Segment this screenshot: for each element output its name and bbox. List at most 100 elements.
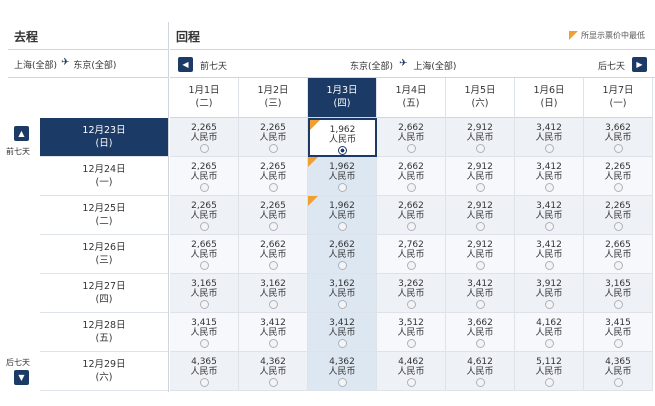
fare-radio[interactable] bbox=[406, 300, 416, 309]
fare-radio[interactable] bbox=[338, 146, 347, 155]
fare-radio[interactable] bbox=[544, 261, 554, 270]
return-day-header[interactable]: 1月6日 (日) bbox=[515, 78, 584, 118]
fare-cell[interactable]: 1,962 人民币 bbox=[308, 118, 377, 157]
outbound-prev-label[interactable]: 前七天 bbox=[6, 147, 30, 156]
fare-radio[interactable] bbox=[199, 378, 209, 387]
fare-cell[interactable]: 3,412 人民币 bbox=[515, 157, 584, 196]
fare-cell[interactable]: 3,662 人民币 bbox=[446, 313, 515, 352]
outbound-date-row-label[interactable]: 12月28日 (五) bbox=[40, 313, 168, 352]
fare-radio[interactable] bbox=[268, 339, 278, 348]
fare-radio[interactable] bbox=[199, 339, 209, 348]
fare-cell[interactable]: 3,165 人民币 bbox=[584, 274, 653, 313]
fare-radio[interactable] bbox=[475, 261, 485, 270]
fare-cell[interactable]: 4,612 人民币 bbox=[446, 352, 515, 391]
fare-cell[interactable]: 2,662 人民币 bbox=[308, 235, 377, 274]
fare-cell[interactable]: 1,962 人民币 bbox=[308, 196, 377, 235]
outbound-date-row-label[interactable]: 12月24日 (一) bbox=[40, 157, 168, 196]
fare-cell[interactable]: 2,665 人民币 bbox=[170, 235, 239, 274]
return-day-header[interactable]: 1月7日 (一) bbox=[584, 78, 653, 118]
fare-radio[interactable] bbox=[199, 183, 209, 192]
fare-cell[interactable]: 2,912 人民币 bbox=[446, 118, 515, 157]
fare-radio[interactable] bbox=[406, 183, 416, 192]
fare-cell[interactable]: 2,912 人民币 bbox=[446, 196, 515, 235]
fare-radio[interactable] bbox=[199, 261, 209, 270]
fare-cell[interactable]: 2,265 人民币 bbox=[239, 118, 308, 157]
fare-radio[interactable] bbox=[268, 378, 278, 387]
fare-radio[interactable] bbox=[199, 222, 209, 231]
fare-radio[interactable] bbox=[613, 144, 623, 153]
fare-radio[interactable] bbox=[199, 144, 209, 153]
fare-radio[interactable] bbox=[544, 339, 554, 348]
fare-cell[interactable]: 2,665 人民币 bbox=[584, 235, 653, 274]
fare-cell[interactable]: 3,412 人民币 bbox=[308, 313, 377, 352]
outbound-date-row-label[interactable]: 12月23日 (日) bbox=[40, 118, 168, 157]
fare-radio[interactable] bbox=[475, 339, 485, 348]
fare-cell[interactable]: 2,662 人民币 bbox=[239, 235, 308, 274]
outbound-date-row-label[interactable]: 12月25日 (二) bbox=[40, 196, 168, 235]
outbound-date-row-label[interactable]: 12月27日 (四) bbox=[40, 274, 168, 313]
fare-radio[interactable] bbox=[475, 378, 485, 387]
fare-radio[interactable] bbox=[544, 378, 554, 387]
fare-radio[interactable] bbox=[613, 183, 623, 192]
outbound-date-row-label[interactable]: 12月26日 (三) bbox=[40, 235, 168, 274]
fare-radio[interactable] bbox=[475, 222, 485, 231]
fare-cell[interactable]: 3,415 人民币 bbox=[170, 313, 239, 352]
fare-cell[interactable]: 3,912 人民币 bbox=[515, 274, 584, 313]
fare-radio[interactable] bbox=[613, 300, 623, 309]
return-next-label[interactable]: 后七天 bbox=[598, 62, 626, 72]
fare-cell[interactable]: 1,962 人民币 bbox=[308, 157, 377, 196]
fare-radio[interactable] bbox=[337, 378, 347, 387]
fare-radio[interactable] bbox=[475, 144, 485, 153]
return-prev-label[interactable]: 前七天 bbox=[200, 62, 228, 72]
fare-cell[interactable]: 2,265 人民币 bbox=[170, 118, 239, 157]
fare-cell[interactable]: 2,265 人民币 bbox=[239, 196, 308, 235]
fare-cell[interactable]: 3,412 人民币 bbox=[239, 313, 308, 352]
fare-radio[interactable] bbox=[337, 222, 347, 231]
fare-radio[interactable] bbox=[406, 144, 416, 153]
fare-radio[interactable] bbox=[337, 183, 347, 192]
fare-cell[interactable]: 2,912 人民币 bbox=[446, 235, 515, 274]
fare-radio[interactable] bbox=[613, 339, 623, 348]
fare-radio[interactable] bbox=[337, 261, 347, 270]
fare-cell[interactable]: 5,112 人民币 bbox=[515, 352, 584, 391]
fare-cell[interactable]: 3,415 人民币 bbox=[584, 313, 653, 352]
fare-cell[interactable]: 4,162 人民币 bbox=[515, 313, 584, 352]
fare-cell[interactable]: 2,662 人民币 bbox=[377, 157, 446, 196]
fare-cell[interactable]: 3,412 人民币 bbox=[446, 274, 515, 313]
fare-radio[interactable] bbox=[268, 183, 278, 192]
outbound-prev-button[interactable]: ▲ bbox=[14, 126, 29, 141]
fare-radio[interactable] bbox=[544, 300, 554, 309]
return-day-header[interactable]: 1月2日 (三) bbox=[239, 78, 308, 118]
fare-cell[interactable]: 2,762 人民币 bbox=[377, 235, 446, 274]
fare-cell[interactable]: 4,462 人民币 bbox=[377, 352, 446, 391]
fare-cell[interactable]: 2,662 人民币 bbox=[377, 196, 446, 235]
fare-cell[interactable]: 2,662 人民币 bbox=[377, 118, 446, 157]
outbound-next-label[interactable]: 后七天 bbox=[6, 358, 30, 367]
fare-cell[interactable]: 3,412 人民币 bbox=[515, 235, 584, 274]
fare-cell[interactable]: 2,265 人民币 bbox=[584, 196, 653, 235]
fare-radio[interactable] bbox=[475, 300, 485, 309]
fare-radio[interactable] bbox=[544, 222, 554, 231]
fare-radio[interactable] bbox=[406, 222, 416, 231]
outbound-next-button[interactable]: ▼ bbox=[14, 370, 29, 385]
fare-radio[interactable] bbox=[406, 261, 416, 270]
fare-radio[interactable] bbox=[406, 339, 416, 348]
fare-radio[interactable] bbox=[268, 261, 278, 270]
return-prev-button[interactable]: ◀ bbox=[178, 57, 193, 72]
fare-cell[interactable]: 2,912 人民币 bbox=[446, 157, 515, 196]
fare-cell[interactable]: 3,162 人民币 bbox=[308, 274, 377, 313]
fare-radio[interactable] bbox=[475, 183, 485, 192]
fare-radio[interactable] bbox=[268, 144, 278, 153]
fare-cell[interactable]: 3,662 人民币 bbox=[584, 118, 653, 157]
fare-radio[interactable] bbox=[613, 378, 623, 387]
fare-radio[interactable] bbox=[406, 378, 416, 387]
outbound-date-row-label[interactable]: 12月29日 (六) bbox=[40, 352, 168, 391]
fare-cell[interactable]: 3,262 人民币 bbox=[377, 274, 446, 313]
fare-radio[interactable] bbox=[268, 300, 278, 309]
fare-cell[interactable]: 2,265 人民币 bbox=[584, 157, 653, 196]
fare-cell[interactable]: 2,265 人民币 bbox=[170, 196, 239, 235]
return-day-header[interactable]: 1月1日 (二) bbox=[170, 78, 239, 118]
fare-cell[interactable]: 3,162 人民币 bbox=[239, 274, 308, 313]
fare-radio[interactable] bbox=[268, 222, 278, 231]
fare-radio[interactable] bbox=[544, 183, 554, 192]
